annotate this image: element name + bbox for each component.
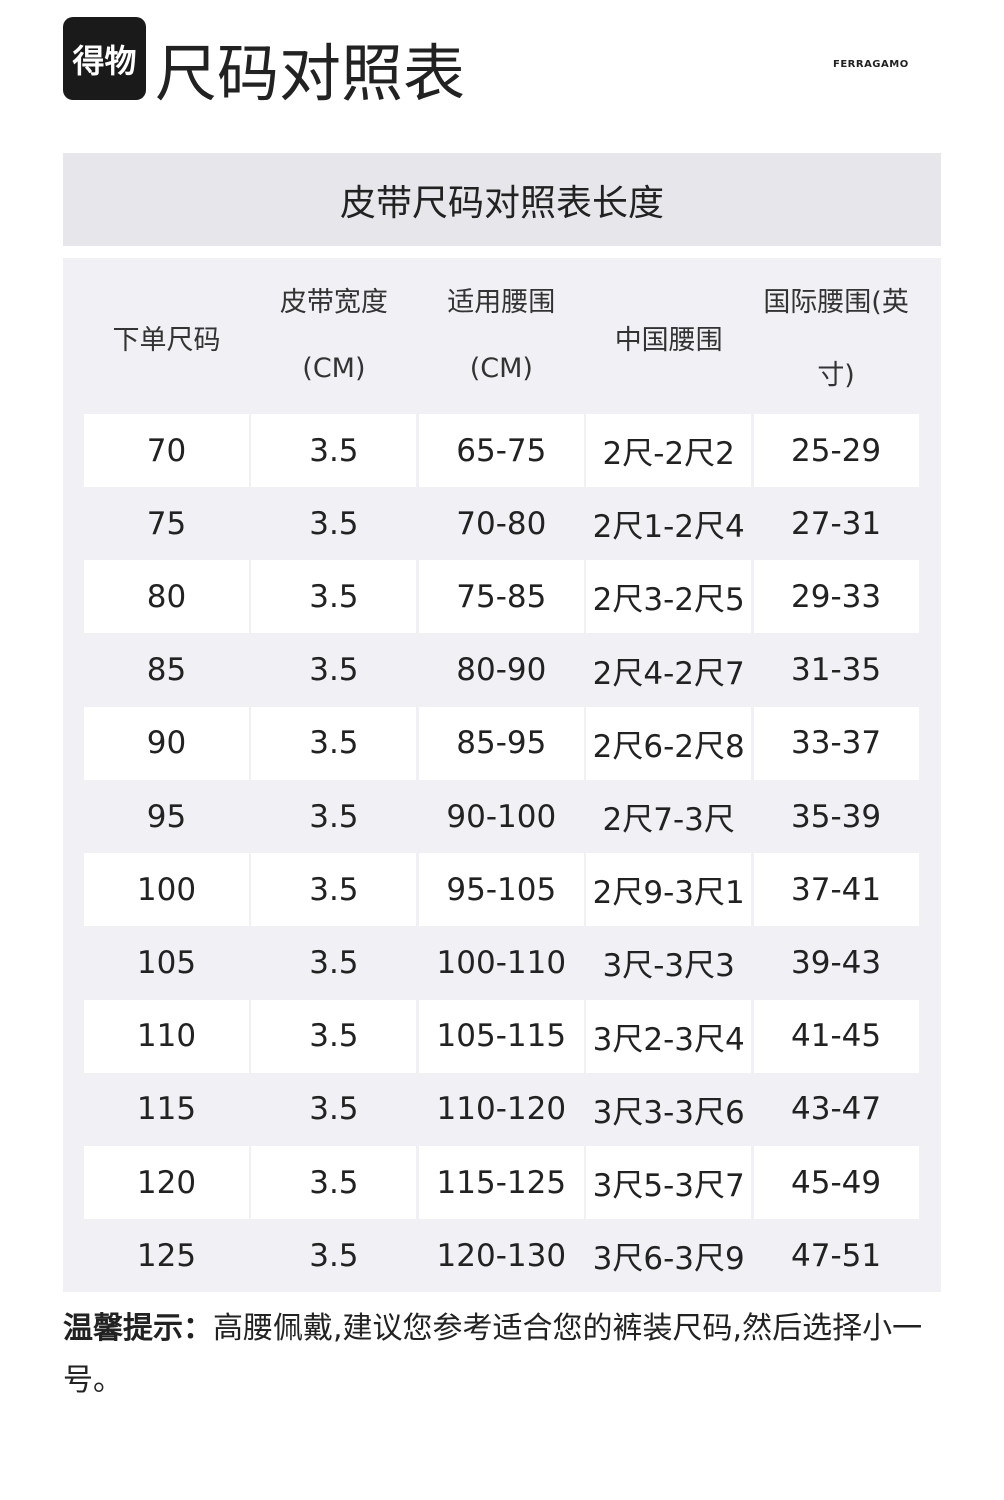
size-table: 下单尺码 皮带宽度 (CM) 适用腰围 (CM) 中国腰围 国际腰围(英 寸) 70 3.5 65-…: [63, 258, 941, 1292]
note: 温馨提示：高腰佩戴,建议您参考适合您的裤装尺码,然后选择小一号。: [63, 1303, 923, 1407]
table-cell: 31-35: [791, 652, 882, 689]
column-header: 中国腰围: [614, 325, 723, 356]
table-cell: 105-115: [418, 999, 584, 1073]
table-cell: 95: [146, 798, 187, 835]
table-cell: 25-29: [753, 414, 919, 487]
column-header: 寸): [817, 360, 855, 391]
table-cell: 3.5: [309, 505, 359, 542]
table-cell: 75: [146, 505, 187, 542]
table-cell: 3.5: [251, 999, 417, 1073]
table-cell: 100-110: [436, 944, 567, 981]
table-cell: 85: [146, 652, 187, 689]
table-cell: 35-39: [791, 798, 882, 835]
table-cell: 3.5: [251, 706, 417, 780]
column-header: 国际腰围(英: [763, 287, 909, 318]
table-cell: 70: [84, 414, 249, 487]
column-header: (CM): [469, 353, 533, 384]
note-label: 温馨提示：: [63, 1311, 213, 1346]
table-cell: 3.5: [251, 560, 417, 634]
column-header: 皮带宽度: [279, 287, 388, 318]
column-header: (CM): [302, 353, 366, 384]
table-cell: 3.5: [251, 853, 417, 927]
table-cell: 45-49: [753, 1146, 919, 1219]
table-cell: 2尺7-3尺: [602, 802, 735, 838]
table-cell: 29-33: [753, 560, 919, 634]
table-cell: 43-47: [791, 1091, 882, 1128]
table-cell: 110: [84, 999, 249, 1073]
table-cell: 41-45: [753, 999, 919, 1073]
logo: 得物: [63, 17, 146, 100]
table-cell: 33-37: [753, 706, 919, 780]
table-cell: 3.5: [309, 1237, 359, 1274]
brand: FERRAGAMO: [833, 59, 909, 70]
column-header: 适用腰围: [447, 287, 556, 318]
table-cell: 100: [84, 853, 249, 927]
table-cell: 2尺9-3尺1: [586, 853, 752, 927]
page-title: 尺码对照表: [155, 37, 466, 110]
table-cell: 2尺3-2尺5: [586, 560, 752, 634]
table-cell: 65-75: [418, 414, 584, 487]
table-cell: 27-31: [791, 505, 882, 542]
table-cell: 80-90: [456, 652, 547, 689]
table-cell: 2尺6-2尺8: [586, 706, 752, 780]
column-header: 下单尺码: [112, 325, 221, 356]
table-cell: 95-105: [418, 853, 584, 927]
table-cell: 115: [136, 1091, 197, 1128]
table-cell: 110-120: [436, 1091, 567, 1128]
table-cell: 3尺2-3尺4: [586, 999, 752, 1073]
table-cell: 3尺6-3尺9: [592, 1241, 745, 1278]
table-cell: 3.5: [251, 1146, 417, 1219]
table-cell: 3.5: [309, 798, 359, 835]
table-cell: 3尺5-3尺7: [586, 1146, 752, 1219]
table-cell: 3尺3-3尺6: [592, 1094, 745, 1131]
table-cell: 3.5: [309, 1091, 359, 1128]
table-cell: 2尺-2尺2: [586, 414, 752, 487]
table-cell: 80: [84, 560, 249, 634]
table-cell: 3.5: [309, 652, 359, 689]
table-cell: 75-85: [418, 560, 584, 634]
table-cell: 105: [136, 944, 197, 981]
table-cell: 2尺4-2尺7: [592, 655, 745, 692]
table-cell: 120: [84, 1146, 249, 1219]
table-cell: 125: [136, 1237, 197, 1274]
table-cell: 2尺1-2尺4: [592, 509, 745, 546]
table-cell: 120-130: [436, 1237, 567, 1274]
table-cell: 39-43: [791, 944, 882, 981]
table-cell: 47-51: [791, 1237, 882, 1274]
table-cell: 90-100: [446, 798, 557, 835]
table-cell: 115-125: [418, 1146, 584, 1219]
table-cell: 37-41: [753, 853, 919, 927]
table-caption: 皮带尺码对照表长度: [63, 153, 941, 246]
note-text: 高腰佩戴,建议您参考适合您的裤装尺码,然后选择小一号。: [63, 1311, 923, 1398]
table-cell: 3.5: [251, 414, 417, 487]
table-cell: 85-95: [418, 706, 584, 780]
table-cell: 90: [84, 706, 249, 780]
table-cell: 3.5: [309, 944, 359, 981]
table-cell: 70-80: [456, 505, 547, 542]
table-cell: 3尺-3尺3: [602, 948, 735, 985]
